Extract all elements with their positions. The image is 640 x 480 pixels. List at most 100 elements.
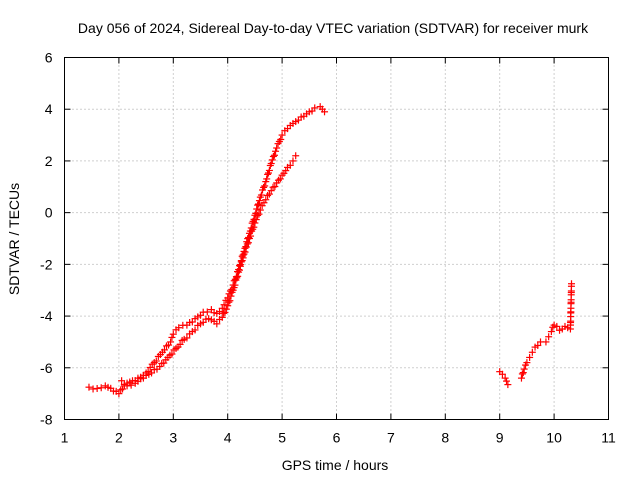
data-point bbox=[227, 292, 235, 300]
y-tick-label: 0 bbox=[45, 205, 53, 221]
data-point bbox=[97, 384, 105, 392]
data-point bbox=[168, 350, 176, 358]
data-point bbox=[542, 338, 550, 346]
data-point bbox=[286, 161, 294, 169]
data-point bbox=[262, 196, 270, 204]
y-tick-label: -8 bbox=[40, 412, 53, 428]
data-point bbox=[269, 152, 277, 160]
data-point bbox=[528, 348, 536, 356]
data-point bbox=[257, 191, 265, 199]
data-point bbox=[265, 190, 273, 198]
data-point bbox=[501, 374, 509, 382]
data-point bbox=[260, 183, 268, 191]
data-point bbox=[167, 338, 175, 346]
data-point bbox=[183, 334, 191, 342]
data-point bbox=[218, 313, 226, 321]
data-point bbox=[168, 333, 176, 341]
chart-title: Day 056 of 2024, Sidereal Day-to-day VTE… bbox=[78, 20, 589, 36]
data-point bbox=[321, 108, 329, 116]
data-point bbox=[256, 206, 264, 214]
x-axis-label: GPS time / hours bbox=[282, 457, 389, 473]
data-point bbox=[553, 322, 561, 330]
data-point bbox=[270, 151, 278, 159]
y-tick-label: -2 bbox=[40, 256, 53, 272]
data-point bbox=[241, 248, 249, 256]
data-point bbox=[289, 157, 297, 165]
data-point bbox=[234, 272, 242, 280]
data-point bbox=[519, 369, 527, 377]
x-tick-label: 10 bbox=[546, 430, 562, 446]
y-tick-label: 6 bbox=[45, 50, 53, 66]
data-point bbox=[265, 166, 273, 174]
data-point bbox=[267, 187, 275, 195]
data-point bbox=[242, 243, 250, 251]
data-point bbox=[264, 191, 272, 199]
data-point bbox=[264, 170, 272, 178]
y-axis-label: SDTVAR / TECUs bbox=[6, 183, 22, 295]
data-point bbox=[243, 240, 251, 248]
data-point bbox=[503, 377, 510, 385]
data-point bbox=[226, 297, 234, 305]
data-point bbox=[85, 383, 93, 391]
y-tick-label: -4 bbox=[40, 308, 53, 324]
data-point bbox=[176, 340, 184, 348]
data-point bbox=[127, 381, 135, 389]
data-point bbox=[203, 308, 211, 316]
x-tick-label: 7 bbox=[387, 430, 395, 446]
data-point bbox=[250, 223, 258, 231]
x-tick-label: 8 bbox=[441, 430, 449, 446]
data-point bbox=[271, 183, 279, 191]
data-point bbox=[277, 135, 285, 143]
y-tick-label: 2 bbox=[45, 153, 53, 169]
data-point bbox=[504, 381, 512, 389]
data-point bbox=[220, 301, 228, 309]
x-tick-label: 2 bbox=[115, 430, 123, 446]
data-point bbox=[518, 370, 526, 378]
data-point bbox=[222, 305, 230, 313]
data-point bbox=[123, 382, 131, 390]
x-tick-label: 4 bbox=[224, 430, 232, 446]
data-point bbox=[268, 156, 276, 164]
x-tick-label: 5 bbox=[278, 430, 286, 446]
data-point bbox=[236, 262, 244, 270]
data-point bbox=[520, 365, 528, 373]
data-point bbox=[568, 280, 576, 288]
x-tick-label: 11 bbox=[601, 430, 616, 446]
data-point bbox=[118, 377, 126, 385]
data-point bbox=[278, 131, 286, 139]
data-point bbox=[523, 359, 531, 367]
data-point bbox=[119, 385, 127, 393]
data-point bbox=[253, 205, 261, 213]
x-tick-label: 9 bbox=[496, 430, 504, 446]
data-point bbox=[160, 346, 168, 354]
data-point bbox=[237, 258, 245, 266]
data-point bbox=[218, 304, 226, 312]
data-point bbox=[220, 309, 228, 317]
data-point bbox=[498, 370, 506, 378]
data-point bbox=[115, 390, 123, 398]
y-tick-label: 4 bbox=[45, 101, 53, 117]
data-point bbox=[292, 152, 300, 160]
data-point bbox=[247, 232, 255, 240]
data-point bbox=[235, 266, 243, 274]
data-point bbox=[224, 302, 232, 310]
data-point bbox=[175, 324, 183, 332]
data-point bbox=[267, 160, 275, 168]
data-point bbox=[255, 197, 263, 205]
x-tick-label: 3 bbox=[169, 430, 177, 446]
data-point bbox=[191, 326, 199, 334]
data-point bbox=[221, 308, 229, 316]
data-point bbox=[152, 357, 160, 365]
plot-frame bbox=[64, 57, 609, 420]
data-point bbox=[213, 320, 221, 328]
ticks-layer: 1 2 3 4 5 6 7 8 9 10 11 -8 -6 -4 -2 0 2 4 6 bbox=[40, 50, 616, 446]
data-point bbox=[263, 175, 271, 183]
data-point bbox=[251, 219, 259, 227]
data-point bbox=[255, 200, 263, 208]
data-point bbox=[545, 333, 553, 341]
data-point bbox=[225, 298, 233, 306]
data-point bbox=[254, 211, 262, 219]
data-point bbox=[233, 274, 241, 282]
data-point bbox=[534, 341, 542, 349]
data-point bbox=[255, 210, 263, 218]
